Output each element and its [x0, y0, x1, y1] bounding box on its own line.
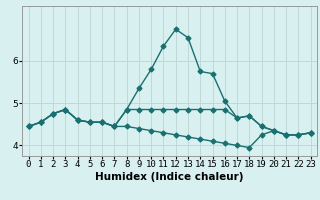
X-axis label: Humidex (Indice chaleur): Humidex (Indice chaleur): [95, 172, 244, 182]
